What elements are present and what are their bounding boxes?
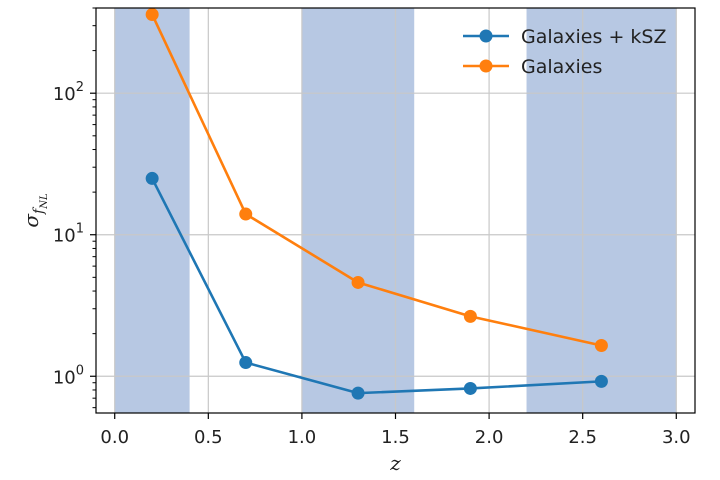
- data-point: [351, 386, 365, 400]
- data-point: [594, 338, 608, 352]
- legend: Galaxies + kSZ Galaxies: [463, 26, 666, 78]
- x-tick-label: 0.5: [194, 427, 223, 448]
- series-group: [145, 171, 608, 400]
- y-axis-label: σfNL: [19, 193, 50, 228]
- x-tick-label: 1.0: [288, 427, 317, 448]
- series-group: [145, 7, 608, 352]
- y-axis-ticks: 100 101 102: [53, 7, 96, 409]
- data-point: [145, 7, 159, 21]
- legend-marker: [479, 29, 493, 43]
- legend-entry: Galaxies: [463, 56, 602, 78]
- data-point: [145, 171, 159, 185]
- shaded-band: [114, 8, 190, 413]
- x-tick-label: 3.0: [662, 427, 691, 448]
- legend-label: Galaxies: [521, 56, 602, 78]
- grid-lines: [96, 8, 695, 413]
- series-layer: [145, 7, 608, 400]
- y-tick-label: 101: [53, 222, 84, 247]
- x-tick-label: 2.5: [568, 427, 597, 448]
- x-tick-label: 1.5: [381, 427, 410, 448]
- y-tick-label: 102: [53, 80, 84, 105]
- data-point: [351, 275, 365, 289]
- x-tick-label: 0.0: [100, 427, 129, 448]
- legend-marker: [479, 59, 493, 73]
- data-point: [463, 381, 477, 395]
- data-point: [239, 356, 253, 370]
- data-point: [463, 309, 477, 323]
- x-tick-label: 2.0: [475, 427, 504, 448]
- y-tick-label: 100: [53, 363, 84, 388]
- x-axis-ticks: 0.0 0.5 1.0 1.5 2.0 2.5 3.0: [100, 413, 691, 448]
- data-point: [594, 374, 608, 388]
- legend-entry: Galaxies + kSZ: [463, 26, 666, 48]
- shaded-band: [301, 8, 415, 413]
- data-point: [239, 207, 253, 221]
- x-axis-label: z: [389, 451, 401, 475]
- legend-label: Galaxies + kSZ: [521, 26, 666, 48]
